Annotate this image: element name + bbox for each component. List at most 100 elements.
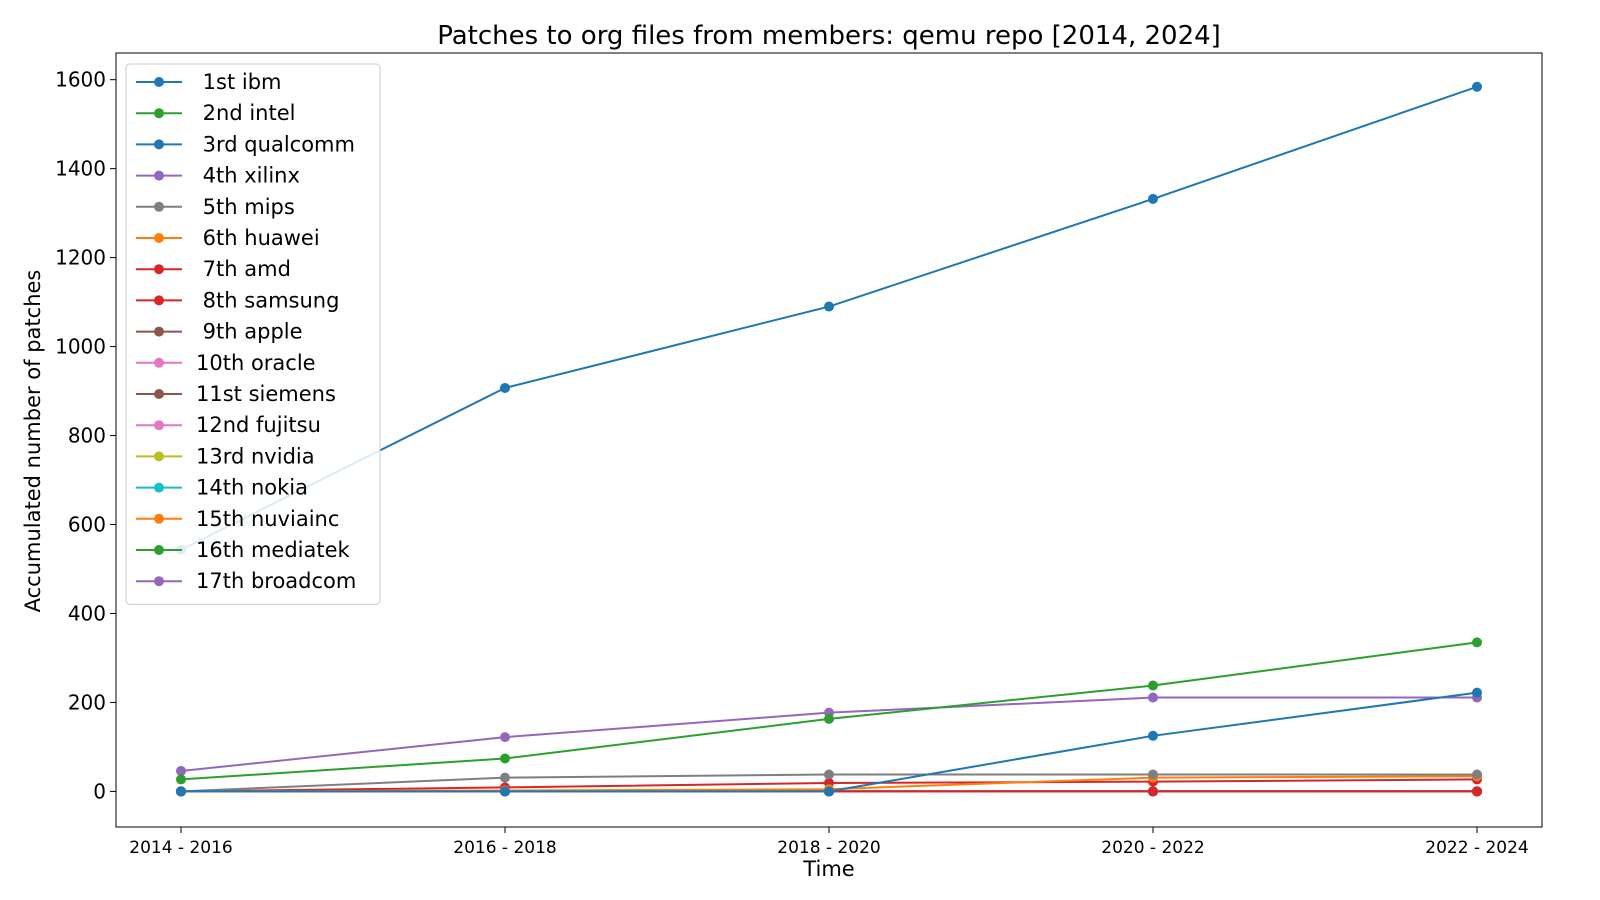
y-tick-label: 800	[68, 424, 106, 448]
legend-marker	[154, 389, 164, 399]
legend-marker	[154, 482, 164, 493]
legend-item: 2nd intel	[136, 101, 295, 125]
data-point	[1472, 687, 1482, 698]
legend-item: 14th nokia	[136, 476, 308, 500]
legend-label: 5th mips	[196, 195, 295, 219]
legend-marker	[154, 295, 164, 306]
legend-label: 16th mediatek	[196, 538, 351, 562]
x-tick-label: 2018 - 2020	[777, 838, 880, 858]
chart-title: Patches to org files from members: qemu …	[437, 21, 1221, 51]
y-axis-label: Accumulated number of patches	[21, 270, 45, 613]
data-point	[500, 732, 510, 743]
legend-label: 7th amd	[196, 257, 291, 281]
legend-label: 9th apple	[196, 320, 303, 344]
legend-label: 8th samsung	[196, 288, 339, 312]
data-point	[1148, 769, 1158, 780]
legend-item: 6th huawei	[136, 226, 320, 250]
legend-item: 16th mediatek	[136, 538, 351, 562]
y-tick-label: 1600	[55, 68, 106, 92]
legend-label: 6th huawei	[196, 226, 320, 250]
data-point	[1472, 81, 1482, 92]
legend-label: 4th xilinx	[196, 164, 300, 188]
legend-marker	[154, 420, 164, 431]
data-point	[176, 774, 186, 785]
legend-label: 2nd intel	[196, 101, 295, 125]
legend-item: 17th broadcom	[136, 569, 356, 593]
data-point	[500, 382, 510, 393]
legend-label: 13rd nvidia	[196, 444, 315, 468]
y-tick-label: 400	[68, 601, 106, 625]
data-point	[1472, 769, 1482, 780]
legend-marker	[154, 545, 164, 555]
legend-marker	[154, 326, 164, 337]
series-2	[176, 687, 1482, 797]
legend-item: 10th oracle	[136, 351, 316, 375]
series-3	[176, 692, 1482, 776]
legend-item: 7th amd	[136, 257, 291, 281]
legend-item: 12nd fujitsu	[136, 413, 321, 437]
y-tick-label: 1200	[55, 246, 106, 270]
legend-label: 3rd qualcomm	[196, 132, 355, 156]
y-tick-label: 1400	[55, 157, 106, 181]
x-tick-label: 2022 - 2024	[1425, 838, 1528, 858]
data-point	[1472, 786, 1482, 797]
legend-label: 11st siemens	[196, 382, 336, 406]
series-0	[176, 81, 1482, 555]
legend-item: 8th samsung	[136, 288, 339, 312]
legend-marker	[154, 108, 164, 119]
legend-marker	[154, 451, 164, 462]
x-tick-label: 2016 - 2018	[453, 838, 556, 858]
legend-label: 14th nokia	[196, 476, 308, 500]
legend-marker	[154, 201, 164, 212]
series-1	[176, 637, 1482, 785]
legend-marker	[154, 264, 164, 275]
legend-label: 15th nuviainc	[196, 507, 339, 531]
legend-marker	[154, 170, 164, 181]
y-tick-label: 600	[68, 513, 106, 537]
legend-item: 3rd qualcomm	[136, 132, 355, 156]
data-point	[824, 301, 834, 312]
data-point	[1472, 637, 1482, 648]
legend-label: 1st ibm	[196, 70, 282, 94]
y-tick-label: 1000	[55, 335, 106, 359]
data-point	[824, 786, 834, 797]
y-tick-label: 0	[93, 779, 106, 803]
x-axis-label: Time	[802, 857, 854, 881]
legend-marker	[154, 77, 164, 87]
legend-marker	[154, 357, 164, 368]
series-layer	[176, 81, 1482, 797]
legend-item: 5th mips	[136, 195, 295, 219]
data-point	[500, 786, 510, 797]
legend-marker	[154, 139, 164, 150]
legend-marker	[154, 513, 164, 524]
data-point	[824, 713, 834, 724]
axis-ticks: 0 200 400 600 800 1000 1200 1400 1600 2014 - 2016…	[55, 68, 1529, 858]
data-point	[1148, 692, 1158, 703]
data-point	[1148, 193, 1158, 204]
legend-marker	[154, 233, 164, 243]
x-tick-label: 2014 - 2016	[129, 838, 232, 858]
legend-label: 10th oracle	[196, 351, 316, 375]
legend-item: 4th xilinx	[136, 164, 300, 188]
legend-item: 9th apple	[136, 320, 303, 344]
x-tick-label: 2020 - 2022	[1101, 838, 1204, 858]
legend-item: 11st siemens	[136, 382, 336, 406]
data-point	[1148, 786, 1158, 797]
legend-label: 17th broadcom	[196, 569, 356, 593]
data-point	[824, 769, 834, 780]
legend-item: 13rd nvidia	[136, 444, 315, 468]
y-tick-label: 200	[68, 690, 106, 714]
data-point	[176, 786, 186, 797]
legend-label: 12nd fujitsu	[196, 413, 321, 437]
legend-box	[125, 63, 381, 605]
data-point	[1148, 680, 1158, 691]
data-point	[500, 772, 510, 783]
legend: 1st ibm 2nd intel 3rd qualcomm 4th xilin…	[125, 63, 381, 605]
data-point	[500, 753, 510, 764]
legend-marker	[154, 576, 164, 587]
data-point	[1148, 730, 1158, 741]
data-point	[176, 765, 186, 776]
legend-item: 1st ibm	[136, 70, 282, 94]
legend-item: 15th nuviainc	[136, 507, 339, 531]
